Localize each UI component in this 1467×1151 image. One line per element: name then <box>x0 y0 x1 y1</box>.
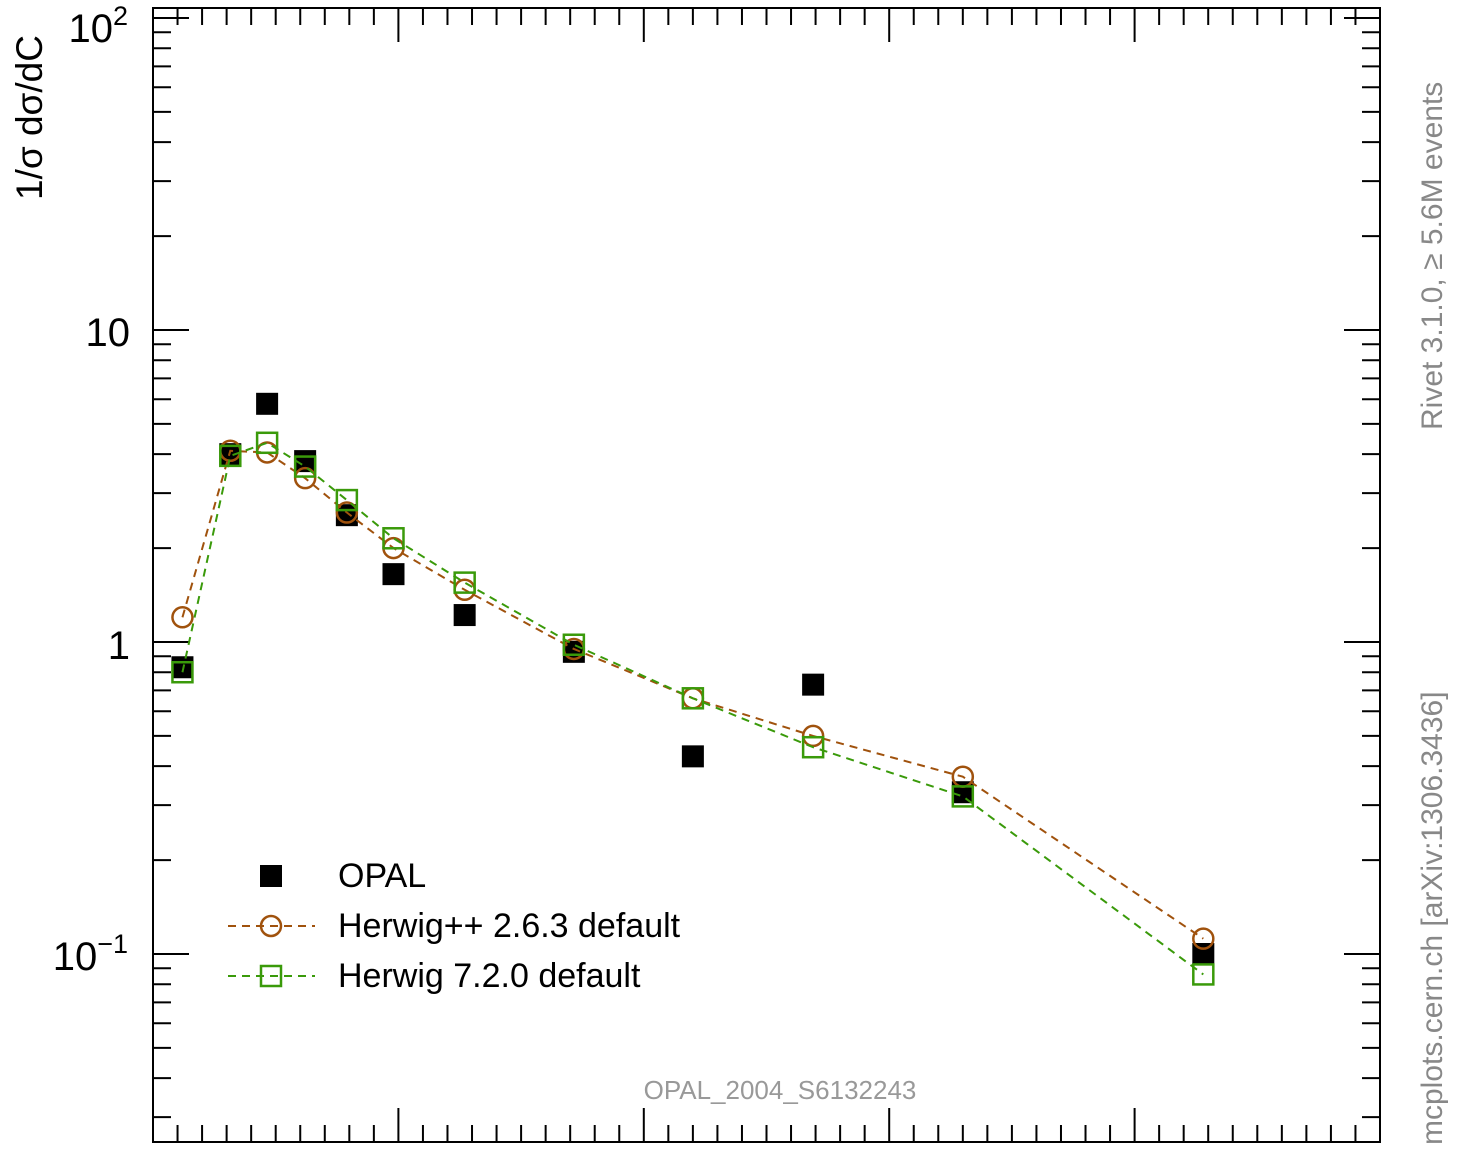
y-tick-label-100: 102 <box>68 1 128 51</box>
side-label-rivet: Rivet 3.1.0, ≥ 5.6M events <box>1416 82 1449 430</box>
y-tick-labels: 102 10 1 10−1 <box>53 1 130 979</box>
series-2-point-8 <box>681 687 705 710</box>
series-0-point-5 <box>382 563 405 586</box>
series-0 <box>171 392 1215 965</box>
series-2-point-1 <box>219 444 242 468</box>
series-2-point-5 <box>382 527 405 550</box>
y-tick-label-1: 1 <box>108 624 130 668</box>
legend: OPAL Herwig++ 2.6.3 default Herwig 7.2.0… <box>228 857 681 995</box>
series-2-point-10 <box>951 785 975 808</box>
series-1-point-9 <box>801 724 825 748</box>
series-0-point-11 <box>1192 943 1215 965</box>
series-2-point-11 <box>1192 963 1215 986</box>
series-0-point-0 <box>171 656 194 679</box>
series-0-point-8 <box>681 745 704 768</box>
legend-marker-2 <box>259 964 283 988</box>
legend-label-herwigpp: Herwig++ 2.6.3 default <box>338 907 681 945</box>
series-0-point-6 <box>453 604 476 627</box>
legend-marker-0 <box>260 865 282 887</box>
series-1 <box>171 439 1215 950</box>
side-label-mcplots: mcplots.cern.ch [arXiv:1306.3436] <box>1416 691 1449 1145</box>
legend-label-herwig7: Herwig 7.2.0 default <box>338 957 641 995</box>
series-2-point-9 <box>801 735 825 759</box>
series-1-line <box>181 449 1204 940</box>
series-2-point-2 <box>255 431 279 455</box>
series-1-point-11 <box>1192 927 1215 950</box>
data-series <box>171 392 1215 986</box>
series-2-line <box>181 441 1204 976</box>
y-axis-title: 1/σ dσ/dC <box>9 35 50 200</box>
series-2-point-4 <box>335 488 359 512</box>
series-1-point-3 <box>293 466 317 490</box>
series-2-point-0 <box>171 660 194 684</box>
axis-ticks <box>152 8 1381 1142</box>
series-1-point-4 <box>335 501 359 524</box>
series-2-point-6 <box>453 571 476 594</box>
series-0-point-9 <box>802 673 825 696</box>
series-1-point-0 <box>171 606 194 629</box>
y-tick-label-10: 10 <box>86 311 131 355</box>
analysis-watermark: OPAL_2004_S6132243 <box>644 1075 917 1105</box>
y-tick-label-0.1: 10−1 <box>53 929 128 979</box>
legend-label-opal: OPAL <box>338 857 426 895</box>
legend-marker-1 <box>259 914 283 938</box>
series-2 <box>171 431 1215 986</box>
series-2-point-7 <box>562 633 586 656</box>
series-2-point-3 <box>293 455 317 478</box>
series-0-point-2 <box>256 392 279 415</box>
